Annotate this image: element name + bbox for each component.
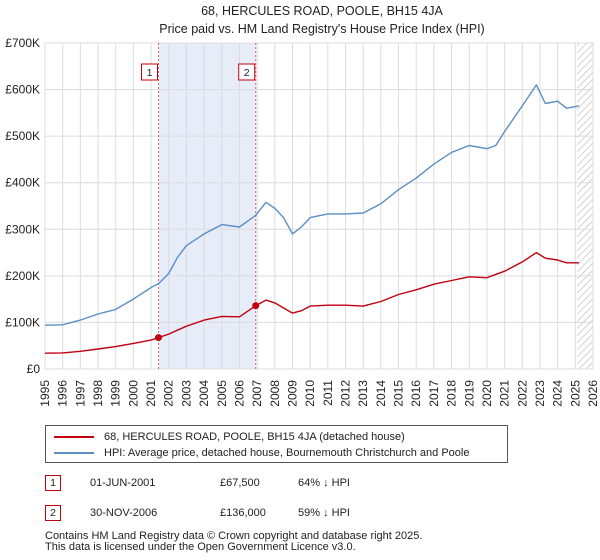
y-tick-label: £100K bbox=[5, 315, 40, 329]
sale-date: 01-JUN-2001 bbox=[90, 477, 156, 489]
y-tick-label: £700K bbox=[5, 36, 40, 50]
legend-swatch-hpi bbox=[54, 452, 94, 454]
sale-hpi-diff: 59% ↓ HPI bbox=[298, 507, 350, 519]
y-tick-label: £400K bbox=[5, 176, 40, 190]
legend-item-property: 68, HERCULES ROAD, POOLE, BH15 4JA (deta… bbox=[54, 429, 405, 445]
y-tick-label: £600K bbox=[5, 83, 40, 97]
x-tick-label: 2013 bbox=[356, 380, 370, 407]
footer-licence: This data is licensed under the Open Gov… bbox=[45, 541, 356, 553]
x-tick-label: 1996 bbox=[56, 380, 70, 407]
x-tick-label: 2002 bbox=[162, 380, 176, 407]
plot-background bbox=[44, 42, 594, 370]
x-tick-label: 2012 bbox=[339, 380, 353, 407]
y-tick-label: £200K bbox=[5, 269, 40, 283]
x-tick-label: 2007 bbox=[250, 380, 264, 407]
legend-swatch-property bbox=[54, 436, 94, 438]
sale-label-1: 1 bbox=[147, 67, 153, 79]
x-tick-label: 2021 bbox=[498, 380, 512, 407]
x-tick-label: 2019 bbox=[462, 380, 476, 407]
sale-date: 30-NOV-2006 bbox=[90, 507, 158, 519]
sale-price: £67,500 bbox=[220, 477, 260, 489]
x-tick-label: 2005 bbox=[215, 380, 229, 407]
hpi-series-line bbox=[44, 84, 580, 326]
x-tick-label: 2000 bbox=[126, 380, 140, 407]
footer: Contains HM Land Registry data © Crown c… bbox=[45, 531, 422, 553]
sale-number-badge: 1 bbox=[45, 475, 61, 491]
x-tick-label: 2016 bbox=[409, 380, 423, 407]
x-tick-label: 2014 bbox=[374, 380, 388, 407]
x-tick-label: 2001 bbox=[144, 380, 158, 407]
price-chart: 68, HERCULES ROAD, POOLE, BH15 4JA Price… bbox=[5, 4, 600, 407]
x-tick-label: 2023 bbox=[533, 380, 547, 407]
x-tick-label: 2003 bbox=[179, 380, 193, 407]
x-tick-label: 2025 bbox=[568, 380, 582, 407]
x-tick-label: 2010 bbox=[303, 380, 317, 407]
x-tick-label: 2018 bbox=[445, 380, 459, 407]
x-tick-label: 2026 bbox=[586, 380, 600, 407]
sale-label-box-2 bbox=[238, 63, 256, 81]
x-tick-label: 1999 bbox=[109, 380, 123, 407]
chart-subtitle: Price paid vs. HM Land Registry's House … bbox=[159, 22, 484, 36]
footer-copyright: Contains HM Land Registry data © Crown c… bbox=[45, 530, 423, 542]
legend-item-hpi: HPI: Average price, detached house, Bour… bbox=[54, 445, 469, 461]
y-axis: £0 £100K £200K £300K £400K £500K £600K £700K bbox=[5, 36, 40, 376]
y-tick-label: £0 bbox=[27, 362, 41, 376]
sale-point-2 bbox=[252, 302, 260, 310]
legend-label-property: 68, HERCULES ROAD, POOLE, BH15 4JA (deta… bbox=[104, 431, 405, 443]
x-tick-label: 2006 bbox=[232, 380, 246, 407]
x-tick-label: 2009 bbox=[285, 380, 299, 407]
x-tick-label: 2020 bbox=[480, 380, 494, 407]
sale-label-2: 2 bbox=[244, 67, 250, 79]
x-tick-label: 2008 bbox=[268, 380, 282, 407]
y-tick-label: £500K bbox=[5, 129, 40, 143]
sale-label-box-1 bbox=[140, 63, 158, 81]
plot-area bbox=[44, 42, 594, 370]
x-tick-label: 1997 bbox=[73, 380, 87, 407]
x-tick-label: 1995 bbox=[38, 380, 52, 407]
sale-hpi-diff: 64% ↓ HPI bbox=[298, 477, 350, 489]
x-tick-label: 1998 bbox=[91, 380, 105, 407]
sale-price: £136,000 bbox=[220, 507, 266, 519]
y-tick-label: £300K bbox=[5, 222, 40, 236]
x-tick-label: 2015 bbox=[392, 380, 406, 407]
sale-number-badge: 2 bbox=[45, 505, 61, 521]
x-tick-label: 2017 bbox=[427, 380, 441, 407]
legend: 68, HERCULES ROAD, POOLE, BH15 4JA (deta… bbox=[45, 425, 508, 463]
legend-label-hpi: HPI: Average price, detached house, Bour… bbox=[104, 447, 470, 459]
series-lines bbox=[44, 43, 580, 369]
x-tick-label: 2022 bbox=[515, 380, 529, 407]
sale-point-1 bbox=[154, 334, 162, 342]
x-axis: 1995 1996 1997 1998 1999 2000 2001 2002 2003 2004… bbox=[38, 380, 600, 407]
x-tick-label: 2011 bbox=[321, 380, 335, 406]
x-tick-label: 2004 bbox=[197, 380, 211, 407]
chart-title: 68, HERCULES ROAD, POOLE, BH15 4JA bbox=[201, 4, 443, 18]
x-tick-label: 2024 bbox=[551, 380, 565, 407]
forecast-hatch bbox=[577, 43, 593, 369]
property-series-line bbox=[44, 251, 579, 354]
